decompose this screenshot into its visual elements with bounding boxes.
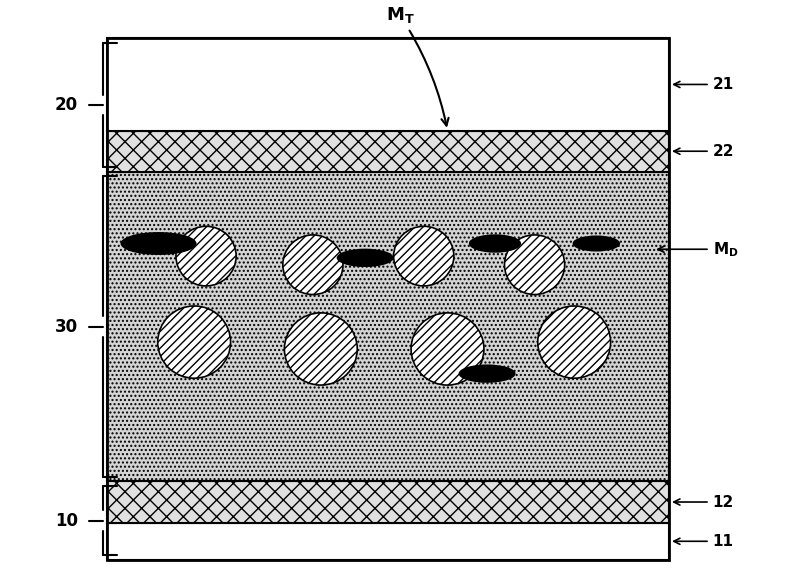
Text: M$_\mathregular{D}$: M$_\mathregular{D}$ [658,240,738,259]
Ellipse shape [158,306,230,378]
Ellipse shape [411,313,484,385]
Ellipse shape [573,235,620,252]
Ellipse shape [538,306,610,378]
Ellipse shape [469,234,521,252]
Text: 11: 11 [674,534,734,549]
Bar [107,522,669,560]
Text: 20: 20 [54,96,78,114]
Ellipse shape [394,227,454,286]
Text: 21: 21 [674,77,734,92]
Bar [107,481,669,522]
Bar [107,172,669,481]
Text: 10: 10 [54,512,78,529]
Text: 30: 30 [54,318,78,336]
Ellipse shape [285,313,358,385]
Ellipse shape [176,227,236,286]
Ellipse shape [283,235,343,295]
Text: 12: 12 [674,494,734,510]
Text: M$_\mathregular{T}$: M$_\mathregular{T}$ [386,5,449,126]
Text: 22: 22 [674,144,734,158]
Bar [107,38,669,560]
Ellipse shape [505,235,565,295]
Ellipse shape [337,249,394,267]
Bar [107,130,669,172]
Bar [107,38,669,130]
Ellipse shape [121,232,197,255]
Ellipse shape [458,365,515,383]
